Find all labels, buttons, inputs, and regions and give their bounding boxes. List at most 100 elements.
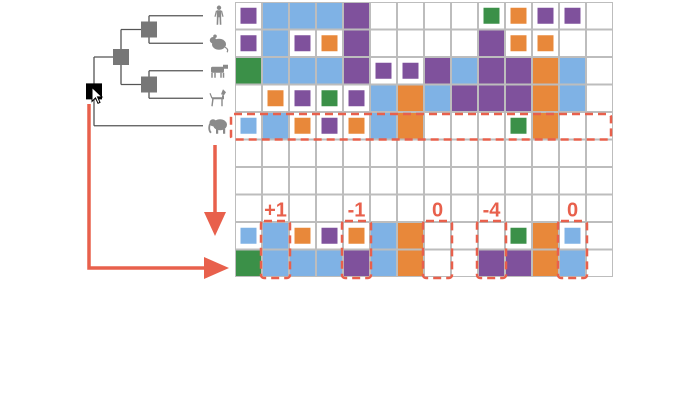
selection-highlight <box>229 112 613 280</box>
purple-residue-block <box>506 250 531 276</box>
matrix-row <box>235 139 613 167</box>
grid-cell <box>586 84 613 112</box>
grid-cell <box>289 139 316 167</box>
blue-residue-block <box>452 58 477 84</box>
grid-cell <box>586 112 613 140</box>
blue-residue-block <box>371 250 396 276</box>
blue-residue-block <box>317 250 342 276</box>
purple-residue-block <box>321 227 338 244</box>
orange-residue-block <box>533 250 558 276</box>
purple-residue-block <box>344 250 369 276</box>
blue-residue-block <box>371 85 396 111</box>
orange-residue-block <box>294 117 311 134</box>
blue-residue-block <box>560 85 585 111</box>
grid-cell <box>586 29 613 57</box>
green-residue-block <box>236 58 261 84</box>
grid-cell <box>559 29 586 57</box>
delta-labels: +1 -1 0 -4 0 <box>264 199 578 221</box>
grid-cell <box>424 222 451 250</box>
green-residue-block <box>321 90 338 107</box>
grid-cell <box>289 167 316 195</box>
purple-residue-block <box>506 58 531 84</box>
arrow-down-head <box>204 212 226 236</box>
blue-residue-block <box>371 113 396 139</box>
purple-residue-block <box>479 85 504 111</box>
species-icons <box>208 5 229 134</box>
grid-cell <box>343 139 370 167</box>
phylogenetic-tree <box>86 15 203 127</box>
purple-residue-block <box>294 90 311 107</box>
orange-residue-block <box>533 113 558 139</box>
orange-residue-block <box>537 35 554 52</box>
blue-residue-block <box>317 3 342 29</box>
orange-residue-block <box>533 223 558 249</box>
tree-node[interactable] <box>141 21 157 38</box>
grid-cell <box>451 249 478 277</box>
grid-cell <box>451 139 478 167</box>
column-compare-box <box>340 219 373 280</box>
matrix-row <box>235 2 613 30</box>
grid-cell <box>532 139 559 167</box>
tree-node[interactable] <box>141 76 157 93</box>
grid-cell <box>559 112 586 140</box>
grid-cell <box>505 139 532 167</box>
grid-cell <box>262 139 289 167</box>
purple-residue-block <box>537 7 554 24</box>
delta-label: 0 <box>432 199 443 221</box>
grid-cell <box>397 29 424 57</box>
blue-residue-block <box>263 58 288 84</box>
grid-cell <box>478 139 505 167</box>
grid-cell <box>397 167 424 195</box>
orange-residue-block <box>398 250 423 276</box>
grid-cell <box>343 194 370 222</box>
pointer-cursor-icon <box>91 86 104 105</box>
column-compare-box <box>556 219 589 280</box>
purple-residue-block <box>452 85 477 111</box>
matrix-row <box>235 84 613 112</box>
orange-residue-block <box>348 117 365 134</box>
delta-label: -1 <box>348 199 366 221</box>
matrix-row <box>235 222 613 250</box>
purple-residue-block <box>375 62 392 79</box>
purple-residue-block <box>479 30 504 56</box>
cursor <box>91 86 104 105</box>
blue-residue-block <box>263 223 288 249</box>
grid-cell <box>559 167 586 195</box>
grid-cell <box>505 167 532 195</box>
selected-row-highlight <box>229 112 613 141</box>
matrix-row <box>235 249 613 277</box>
blue-residue-block <box>263 3 288 29</box>
dog-icon <box>209 89 226 107</box>
grid-cell <box>370 29 397 57</box>
grid-cell <box>397 194 424 222</box>
green-residue-block <box>510 117 527 134</box>
orange-residue-block <box>533 58 558 84</box>
matrix-row <box>235 57 613 85</box>
blue-residue-block <box>290 58 315 84</box>
column-compare-box <box>475 219 508 280</box>
grid-cell <box>316 139 343 167</box>
grid-cell <box>532 167 559 195</box>
orange-residue-block <box>267 90 284 107</box>
matrix-row <box>235 112 613 140</box>
purple-residue-block <box>348 90 365 107</box>
matrix-row <box>235 29 613 57</box>
blue-residue-block <box>240 117 257 134</box>
matrix-row <box>235 194 613 222</box>
grid-cell <box>586 57 613 85</box>
blue-residue-block <box>560 58 585 84</box>
blue-residue-block <box>317 58 342 84</box>
purple-residue-block <box>344 58 369 84</box>
column-compare-box <box>259 219 292 280</box>
grid-cell <box>451 112 478 140</box>
tree-node[interactable] <box>113 49 129 65</box>
grid-cell <box>424 112 451 140</box>
grid-cell <box>235 139 262 167</box>
elephant-icon <box>208 119 227 134</box>
grid-cell <box>289 194 316 222</box>
grid-cell <box>316 167 343 195</box>
purple-residue-block <box>425 58 450 84</box>
grid-cell <box>505 29 532 57</box>
blue-residue-block <box>564 227 581 244</box>
